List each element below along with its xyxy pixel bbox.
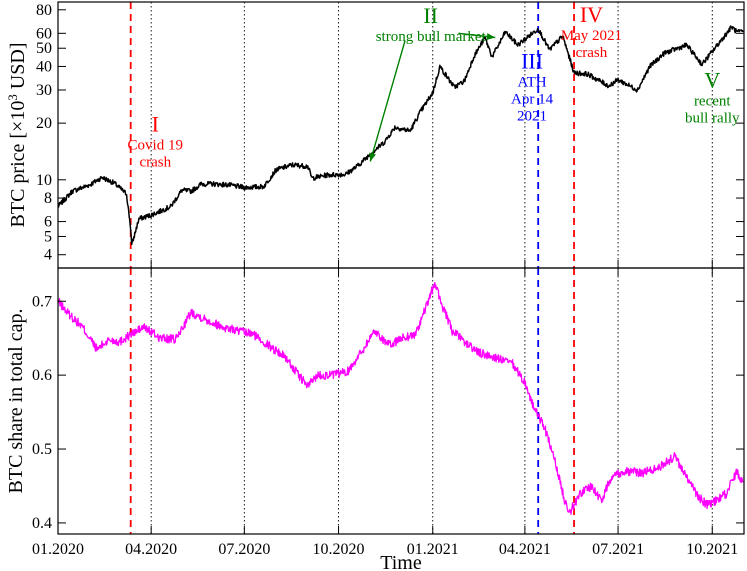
annotation-numeral: II — [423, 3, 438, 28]
share-x-ticks: 01.2020 04.2020 07.2020 10.2020 01.2021 04.20… — [32, 268, 738, 558]
price-gridlines — [150, 2, 713, 268]
arrow-shaft — [369, 40, 406, 162]
price-y-tick-label: 60 — [36, 25, 52, 42]
x-axis-label: Time — [380, 552, 422, 571]
price-y-axis-label-pre: BTC price [×10 — [7, 101, 29, 228]
price-y-tick-label: 30 — [36, 82, 52, 99]
share-y-axis-label: BTC share in total cap. — [5, 309, 27, 494]
annotation-text: crash — [139, 155, 171, 171]
annotation-numeral: I — [152, 112, 159, 137]
price-series — [57, 25, 744, 246]
annotation-text: May 2021 — [561, 28, 622, 44]
annotation-arrow — [369, 40, 406, 162]
price-y-tick-label: 4 — [44, 247, 52, 264]
x-tick-label: 01.2020 — [32, 541, 84, 558]
price-x-ticks — [57, 260, 713, 268]
price-y-tick-label: 20 — [36, 115, 52, 132]
share-event-lines — [129, 268, 575, 534]
x-tick-label: 07.2020 — [218, 541, 270, 558]
annotation-text: bull rally — [685, 110, 740, 126]
x-tick-label: 04.2020 — [125, 541, 177, 558]
annotation-numeral: IV — [580, 2, 603, 27]
price-y-tick-label: 5 — [44, 228, 52, 245]
share-y-tick-label: 0.4 — [32, 515, 52, 532]
share-y-tick-label: 0.7 — [32, 293, 52, 310]
price-y-tick-label: 80 — [36, 2, 52, 19]
price-event-lines — [129, 2, 575, 268]
annotation-text: ATH — [517, 75, 546, 91]
annotation-arrow — [458, 32, 496, 41]
annotation-text: strong bull market — [376, 29, 487, 45]
annotation-text: 2021 — [517, 109, 547, 125]
arrow-head — [369, 152, 376, 162]
price-y-axis-label: BTC price [×103 USD] — [5, 43, 30, 228]
x-tick-label: 01.2021 — [407, 541, 459, 558]
annotation-text: recent — [694, 93, 731, 109]
annotation-text: Covid 19 — [128, 138, 183, 154]
price-y-tick-label: 10 — [36, 172, 52, 189]
price-y-tick-label: 8 — [44, 190, 52, 207]
annotation-numeral: III — [521, 49, 543, 74]
price-y-tick-label: 50 — [36, 40, 52, 57]
share-panel: 0.4 0.5 0.6 0.7 01.2020 04.2020 07.2020 10.202… — [5, 267, 745, 558]
price-line — [57, 25, 744, 246]
share-series — [57, 281, 744, 515]
price-y-tick-label: 40 — [36, 58, 52, 75]
share-y-tick-label: 0.5 — [32, 441, 52, 458]
x-tick-label: 04.2021 — [499, 541, 551, 558]
share-y-ticks: 0.4 0.5 0.6 0.7 — [32, 293, 744, 532]
price-y-axis-label-sup: 3 — [5, 94, 20, 101]
x-tick-label: 10.2021 — [686, 541, 738, 558]
arrow-head — [486, 33, 496, 41]
share-gridlines — [150, 268, 713, 534]
x-tick-label: 10.2020 — [313, 541, 365, 558]
x-tick-label: 07.2021 — [592, 541, 644, 558]
price-y-axis-label-post: USD] — [7, 43, 29, 95]
share-plot-frame — [57, 267, 745, 535]
share-y-tick-label: 0.6 — [32, 367, 52, 384]
annotation-numeral: V — [704, 67, 720, 92]
annotation-text: Apr 14 — [511, 92, 554, 108]
annotation-text: crash — [576, 45, 608, 61]
share-line — [57, 281, 744, 515]
price-y-tick-label: 6 — [44, 214, 52, 231]
